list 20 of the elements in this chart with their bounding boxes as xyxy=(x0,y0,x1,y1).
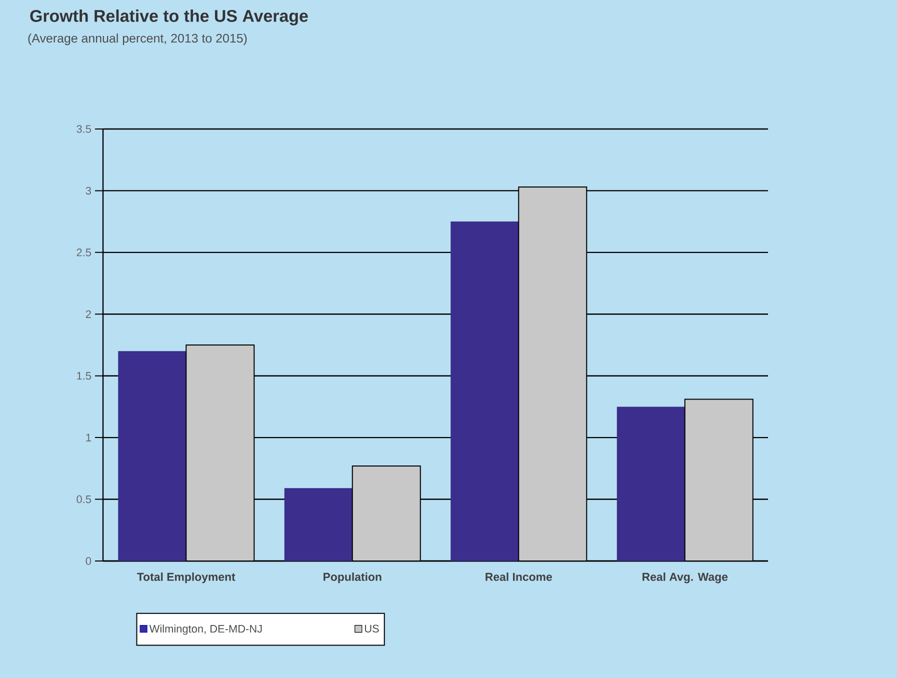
x-tick-label: Population xyxy=(324,572,382,584)
legend-label: US xyxy=(365,624,379,632)
y-tick-label: 3.5 xyxy=(76,125,92,133)
x-tick-label: Real Income xyxy=(486,572,552,581)
x-tick-label: Total Employment xyxy=(137,572,236,584)
y-tick-label: 2.5 xyxy=(76,248,92,256)
legend-label: Wilmington, DE-MD-NJ xyxy=(149,624,262,635)
chart-subtitle: (Average annual percent, 2013 to 2015) xyxy=(28,34,247,46)
x-tick-label: Real Avg. Wage xyxy=(642,572,728,584)
y-tick-label: 1 xyxy=(86,434,91,442)
bar xyxy=(118,351,186,561)
bar xyxy=(616,406,685,561)
chart-title: Growth Relative to the US Average xyxy=(30,10,308,26)
bar xyxy=(450,222,519,561)
y-tick-label: 1.5 xyxy=(77,372,92,380)
bar xyxy=(284,488,352,561)
y-tick-label: 0 xyxy=(86,557,92,565)
y-tick-label: 0.5 xyxy=(76,495,92,504)
y-tick-label: 3 xyxy=(86,186,91,195)
y-tick-label: 2 xyxy=(86,310,91,318)
